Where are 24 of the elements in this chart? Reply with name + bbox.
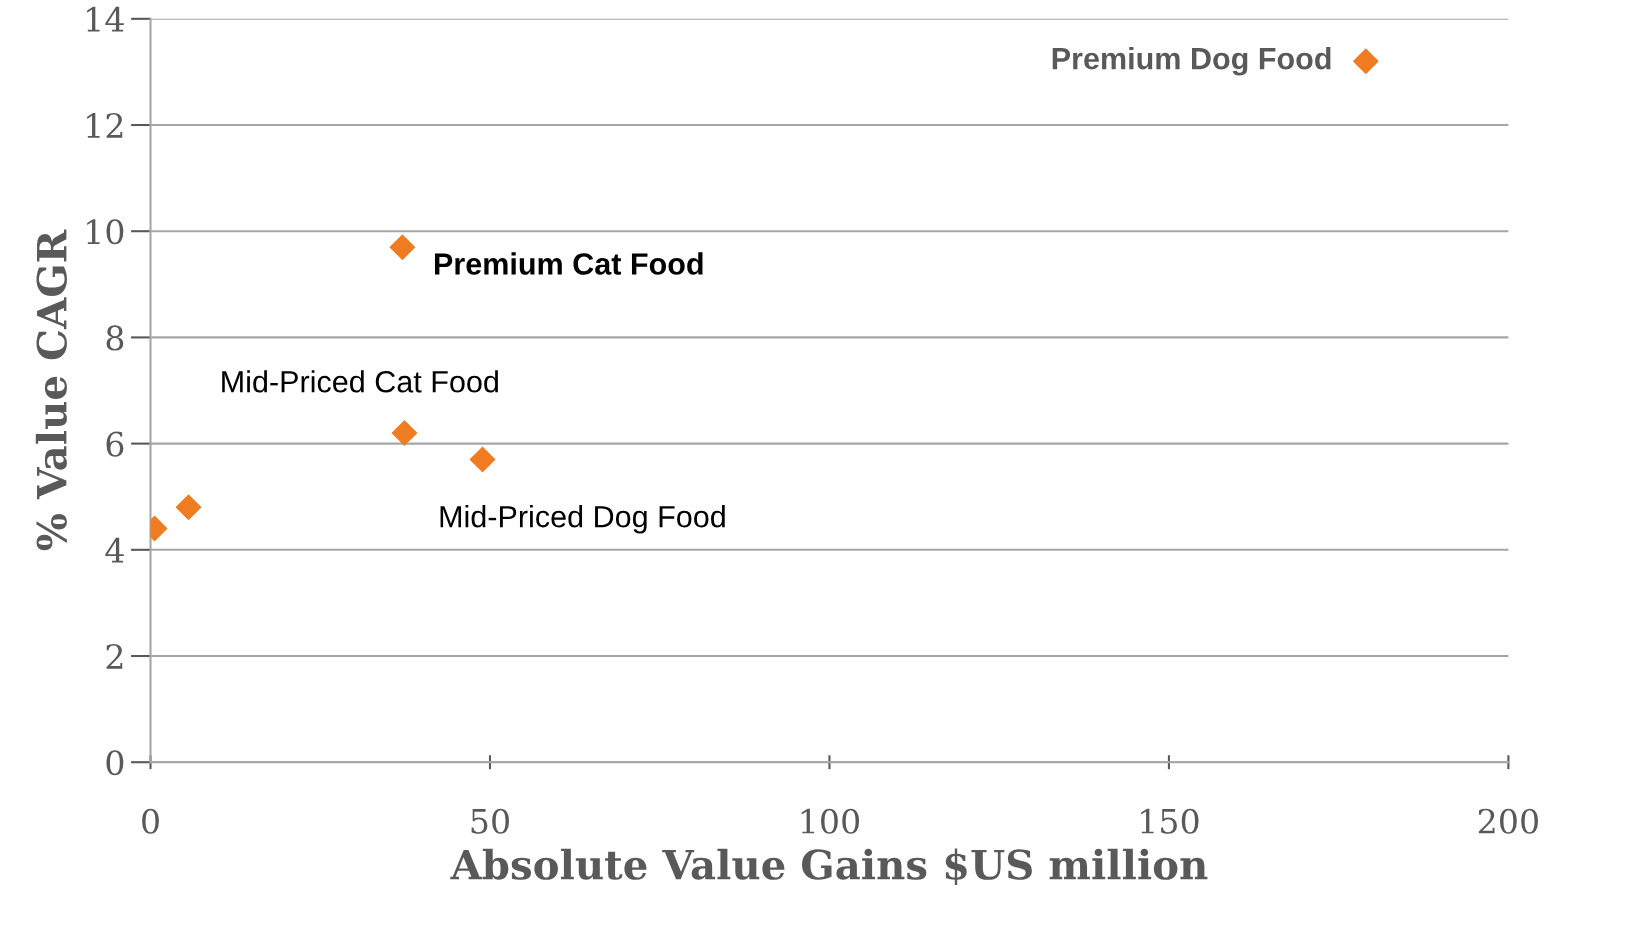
y-tick-label: 2 (106, 643, 123, 669)
annotation: Premium Cat Food (435, 252, 703, 275)
annotation: Premium Dog Food (1052, 46, 1331, 76)
y-tick-label: 12 (87, 112, 123, 138)
y-tick-label: 4 (105, 537, 124, 563)
point (389, 234, 416, 260)
y-tick-label: 10 (87, 219, 124, 245)
annotation: Mid-Priced Cat Food (222, 370, 498, 393)
y-axis-title: % Value CAGR (35, 229, 67, 551)
annotation: Mid-Priced Dog Food (440, 505, 725, 534)
x-axis-title: Absolute Value Gains $US million (450, 848, 1208, 886)
y-tick-label: 14 (87, 6, 124, 32)
point (175, 494, 202, 521)
x-tick-label: 100 (801, 808, 860, 834)
x-tick-label: 50 (471, 808, 509, 834)
point (1353, 48, 1379, 75)
y-tick-label: 6 (106, 431, 124, 457)
y-tick-label: 8 (106, 325, 124, 351)
x-tick-label: 150 (1141, 808, 1199, 834)
point (469, 446, 496, 473)
point (391, 420, 418, 446)
x-tick-label: 0 (142, 808, 159, 834)
x-tick-label: 200 (1478, 808, 1538, 834)
y-tick-label: 0 (106, 750, 124, 776)
